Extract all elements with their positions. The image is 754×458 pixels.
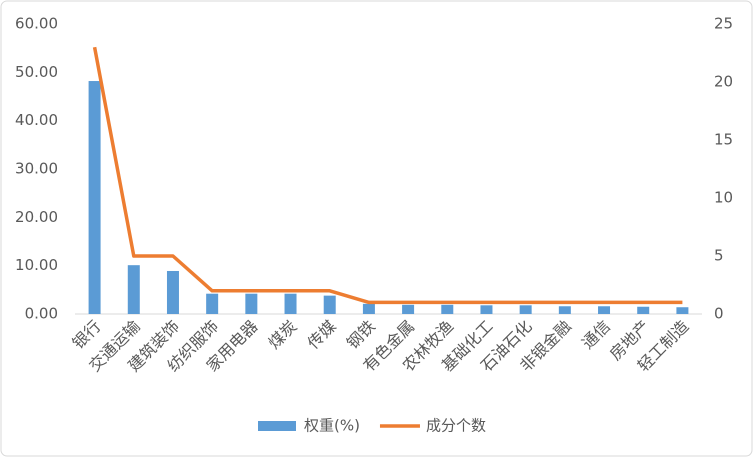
bar [362,303,375,314]
bar [441,304,454,314]
y-tick-label: 20.00 [15,208,58,226]
legend-label: 成分个数 [426,417,486,435]
y2-tick-label: 15 [714,131,733,149]
bar [166,270,179,314]
y2-tick-label: 10 [714,189,733,207]
y-tick-label: 30.00 [15,160,58,178]
bar [558,306,571,314]
y-tick-label: 40.00 [15,111,58,129]
bar [245,293,258,314]
bar [637,306,650,314]
bar [676,307,689,314]
legend-label: 权重(%) [304,417,360,435]
line [92,46,683,305]
y2-tick-label: 5 [714,247,724,265]
bar [206,293,219,314]
bar [402,304,415,314]
bar [598,306,611,314]
y2-tick-label: 0 [714,305,724,323]
bar [480,305,493,314]
y2-tick-label: 20 [714,73,733,91]
y-tick-label: 50.00 [15,63,58,81]
y-tick-label: 0.00 [25,305,58,323]
bar [519,305,532,314]
y-tick-label: 60.00 [15,15,58,33]
y-tick-label: 10.00 [15,256,58,274]
legend-swatch [258,421,296,431]
bar [88,81,101,315]
bar [323,295,336,314]
y2-tick-label: 25 [714,15,733,33]
bar [127,265,140,314]
bar [284,293,297,314]
